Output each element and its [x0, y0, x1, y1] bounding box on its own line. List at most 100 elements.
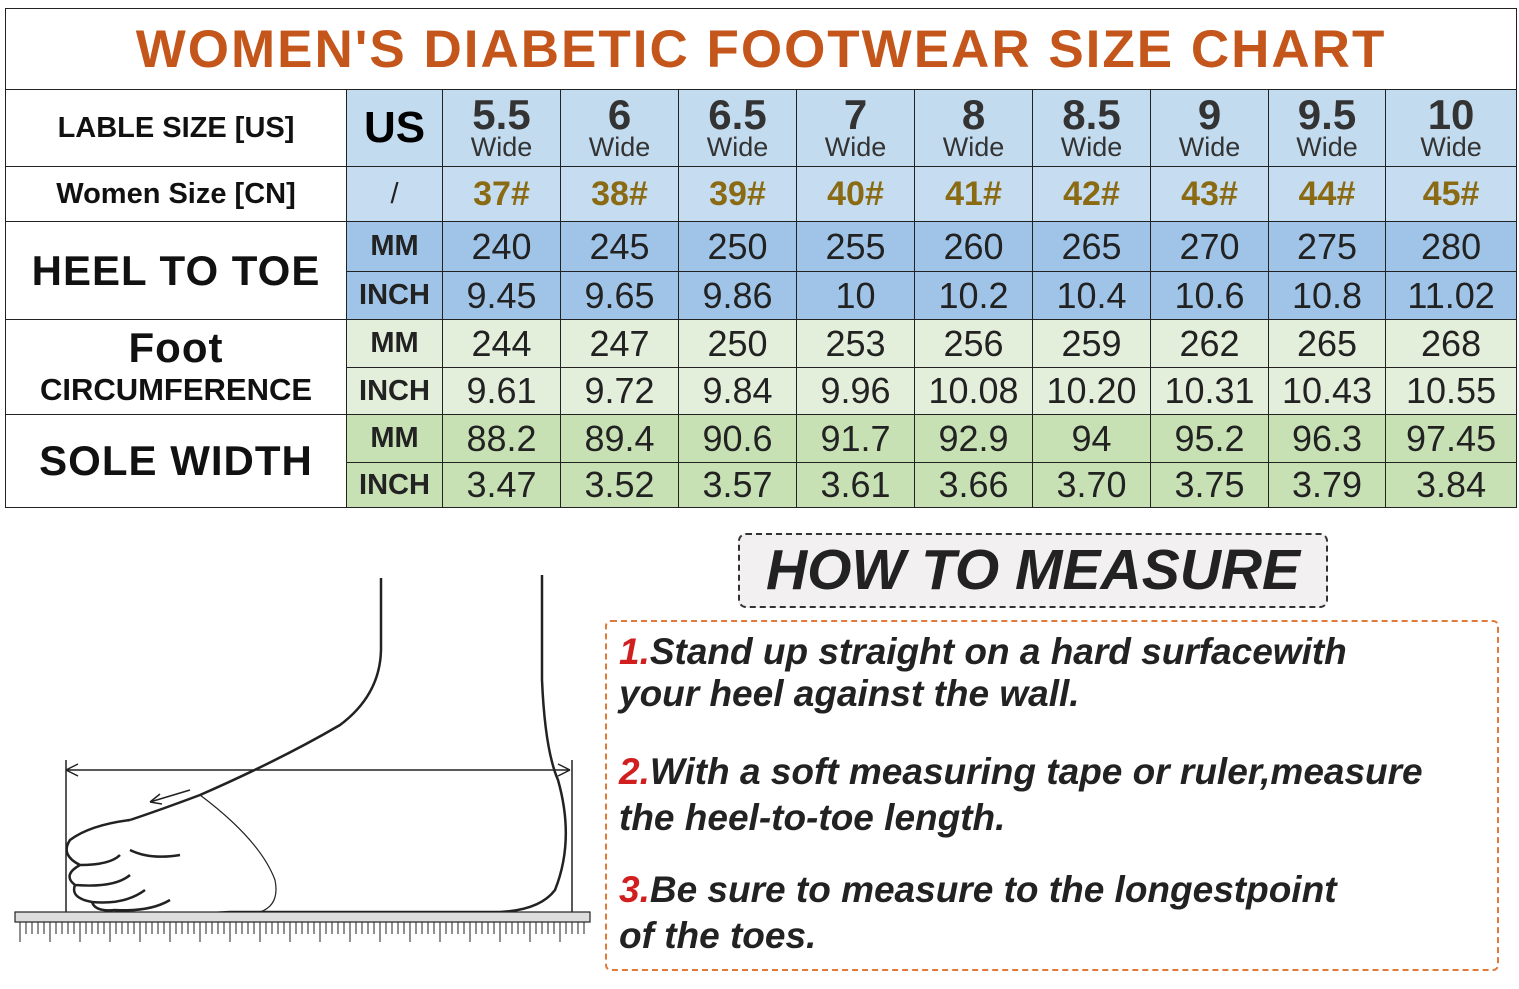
size-cell: 7 Wide — [796, 89, 915, 167]
value-cell: 247 — [560, 319, 679, 368]
group-label-line: CIRCUMFERENCE — [39, 372, 313, 407]
us-size: 8 — [961, 91, 986, 138]
value-cell: 255 — [796, 221, 915, 272]
arch — [199, 794, 277, 913]
group-label-line: HEEL TO TOE — [31, 246, 321, 294]
step-number: 1. — [619, 631, 650, 672]
value-cell: 3.66 — [914, 462, 1033, 508]
value-cell: 3.47 — [442, 462, 561, 508]
value-cell: 9.65 — [560, 271, 679, 320]
us-size: 5.5 — [472, 91, 531, 138]
row-label: Women Size [CN] — [5, 166, 347, 222]
size-cell: 6 Wide — [560, 89, 679, 167]
cn-size: 38# — [560, 166, 679, 222]
value-cell: 265 — [1032, 221, 1151, 272]
cn-size: 42# — [1032, 166, 1151, 222]
value-cell: 92.9 — [914, 414, 1033, 463]
measure-row: SOLE WIDTH MM 88.2 89.4 90.6 91.7 92.9 94 95.2 96… — [5, 414, 1518, 508]
value-cell: 9.86 — [678, 271, 797, 320]
step-line: of the toes. — [619, 914, 816, 958]
step-text: your heel against the wall. — [619, 673, 1080, 714]
table-body: WOMEN'S DIABETIC FOOTWEAR SIZE CHART LAB… — [4, 8, 1518, 508]
value-cell: 265 — [1268, 319, 1386, 368]
step-text: the heel-to-toe length. — [619, 797, 1006, 838]
value-cell: 10.43 — [1268, 367, 1386, 415]
size-cell: 9 Wide — [1150, 89, 1269, 167]
title-row: WOMEN'S DIABETIC FOOTWEAR SIZE CHART — [4, 8, 1518, 90]
measure-row: HEEL TO TOE MM 240 245 250 255 260 265 270 275 280 — [5, 221, 1518, 320]
measure-row: INCH 3.47 3.52 3.57 3.61 3.66 3.70 3.75 3.79 3.84 — [6, 462, 1518, 508]
group-label-line: Foot — [128, 324, 224, 371]
width-label: Wide — [706, 132, 769, 162]
us-size: 8.5 — [1062, 91, 1121, 138]
step-text: of the toes. — [619, 915, 817, 956]
value-cell: 268 — [1384, 319, 1518, 368]
value-cell: 10.20 — [1032, 367, 1151, 415]
value-cell: 11.02 — [1384, 271, 1518, 320]
steps-box: 1.Stand up straight on a hard surfacewit… — [605, 620, 1499, 971]
measure-title: HOW TO MEASURE — [738, 533, 1328, 608]
width-label: Wide — [470, 132, 533, 162]
size-cell: 8 Wide — [914, 89, 1033, 167]
us-size: 7 — [843, 91, 868, 138]
step-number: 3. — [619, 869, 650, 910]
unit-cell: MM — [346, 319, 443, 368]
value-cell: 10.8 — [1268, 271, 1386, 320]
value-cell: 3.75 — [1150, 462, 1269, 508]
unit-cell: US — [346, 89, 443, 167]
step-text: Stand up straight on a hard surfacewith — [649, 631, 1347, 672]
cn-size: 45# — [1384, 166, 1518, 222]
us-size: 9.5 — [1297, 91, 1357, 138]
us-size: 6 — [607, 91, 632, 138]
value-cell: 9.72 — [560, 367, 679, 415]
value-cell: 275 — [1268, 221, 1386, 272]
step-line: 1.Stand up straight on a hard surfacewit… — [619, 630, 1347, 674]
value-cell: 95.2 — [1150, 414, 1269, 463]
value-cell: 3.84 — [1384, 462, 1518, 508]
size-cell: 5.5 Wide — [442, 89, 561, 167]
value-cell: 244 — [442, 319, 561, 368]
value-cell: 10.08 — [914, 367, 1033, 415]
us-size: 10 — [1427, 91, 1475, 138]
value-cell: 250 — [678, 221, 797, 272]
value-cell: 10.4 — [1032, 271, 1151, 320]
step-text: With a soft measuring tape or ruler,meas… — [649, 751, 1423, 792]
value-cell: 94 — [1032, 414, 1151, 463]
value-cell: 10.55 — [1384, 367, 1518, 415]
value-cell: 3.52 — [560, 462, 679, 508]
value-cell: 250 — [678, 319, 797, 368]
value-cell: 90.6 — [678, 414, 797, 463]
value-cell: 10.6 — [1150, 271, 1269, 320]
measure-row: Foot CIRCUMFERENCE MM 244 247 250 253 256 259 262… — [5, 319, 1518, 415]
value-cell: 9.84 — [678, 367, 797, 415]
cn-size: 39# — [678, 166, 797, 222]
us-row: LABLE SIZE [US] US 5.5 Wide 6 Wide 6.5 Wide 7 Wid… — [5, 89, 1518, 167]
unit-cell: MM — [346, 414, 443, 463]
unit-cell: / — [346, 166, 443, 222]
value-cell: 260 — [914, 221, 1033, 272]
size-cell: 9.5 Wide — [1268, 89, 1386, 167]
value-cell: 259 — [1032, 319, 1151, 368]
value-cell: 256 — [914, 319, 1033, 368]
width-label: Wide — [1060, 132, 1123, 162]
value-cell: 280 — [1384, 221, 1518, 272]
value-cell: 89.4 — [560, 414, 679, 463]
group-label-line: SOLE WIDTH — [39, 437, 313, 484]
ruler — [14, 911, 591, 923]
unit-cell: MM — [346, 221, 443, 272]
cn-size: 43# — [1150, 166, 1269, 222]
group-label: HEEL TO TOE — [5, 221, 347, 320]
heel-line — [230, 575, 568, 914]
size-cell: 10 Wide — [1384, 89, 1518, 167]
step-line: 2.With a soft measuring tape or ruler,me… — [619, 750, 1423, 794]
group-label: SOLE WIDTH — [5, 414, 347, 508]
width-label: Wide — [942, 132, 1005, 162]
value-cell: 3.79 — [1268, 462, 1386, 508]
row-label: LABLE SIZE [US] — [5, 89, 347, 167]
cn-size: 44# — [1268, 166, 1386, 222]
cn-size: 40# — [796, 166, 915, 222]
value-cell: 270 — [1150, 221, 1269, 272]
value-cell: 3.70 — [1032, 462, 1151, 508]
width-label: Wide — [1296, 132, 1358, 162]
